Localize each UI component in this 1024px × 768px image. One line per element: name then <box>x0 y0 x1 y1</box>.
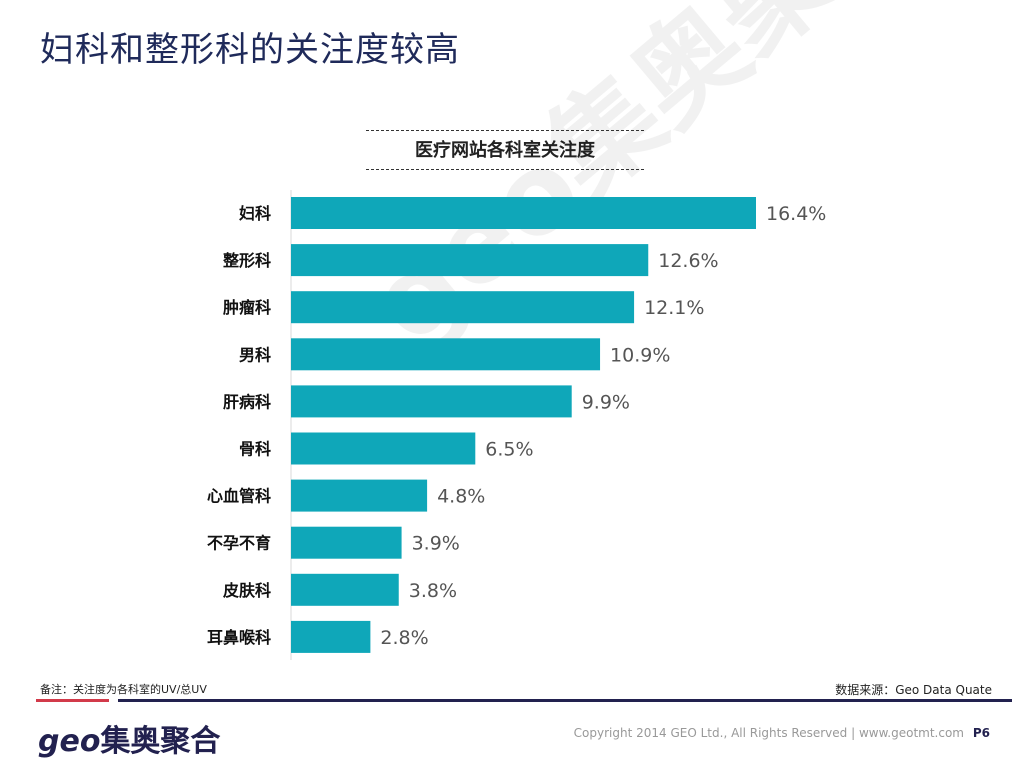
category-label: 骨科 <box>239 440 271 459</box>
bar-chart: 妇科 16.4% 整形科 12.6% 肿瘤科 12.1% 男科 10.9% 肝病科 9.9% 骨科 6… <box>207 190 826 660</box>
data-label: 2.8% <box>380 627 428 649</box>
data-label: 16.4% <box>766 203 826 225</box>
bar <box>291 244 649 277</box>
logo-text: 集奥聚合 <box>100 724 221 759</box>
chart-title: 医疗网站各科室关注度 <box>366 130 644 170</box>
category-label: 皮肤科 <box>222 581 271 600</box>
bar <box>291 291 635 324</box>
category-label: 不孕不育 <box>207 534 271 553</box>
bar <box>291 197 756 229</box>
logo-prefix: geo <box>38 724 101 759</box>
bar <box>291 338 601 371</box>
category-label: 妇科 <box>239 204 271 223</box>
data-label: 4.8% <box>437 486 485 508</box>
bar <box>291 385 572 418</box>
bar <box>291 526 402 559</box>
data-label: 6.5% <box>485 439 533 461</box>
data-label: 9.9% <box>582 391 630 413</box>
category-label: 肿瘤科 <box>223 298 271 317</box>
company-logo: geo集奥聚合 <box>38 716 220 760</box>
footnote: 备注：关注度为各科室的UV/总UV <box>40 683 207 696</box>
bar <box>291 432 476 465</box>
data-label: 10.9% <box>610 344 670 366</box>
category-label: 耳鼻喉科 <box>207 628 271 647</box>
footer-accent-line <box>36 699 109 702</box>
bar <box>291 573 399 606</box>
category-label: 男科 <box>239 345 271 364</box>
bar <box>291 479 428 512</box>
data-source: 数据来源：Geo Data Quate <box>835 683 992 697</box>
data-label: 3.9% <box>412 533 460 555</box>
category-label: 肝病科 <box>223 392 271 411</box>
bar <box>291 620 371 653</box>
page-title: 妇科和整形科的关注度较高 <box>40 30 460 70</box>
category-label: 整形科 <box>222 251 271 270</box>
category-label: 心血管科 <box>207 487 271 506</box>
copyright: Copyright 2014 GEO Ltd., All Rights Rese… <box>573 726 964 740</box>
page-number: P6 <box>972 726 990 740</box>
footer-divider <box>118 699 1012 702</box>
data-label: 12.6% <box>658 250 718 272</box>
data-label: 12.1% <box>644 297 704 319</box>
data-label: 3.8% <box>409 580 457 602</box>
